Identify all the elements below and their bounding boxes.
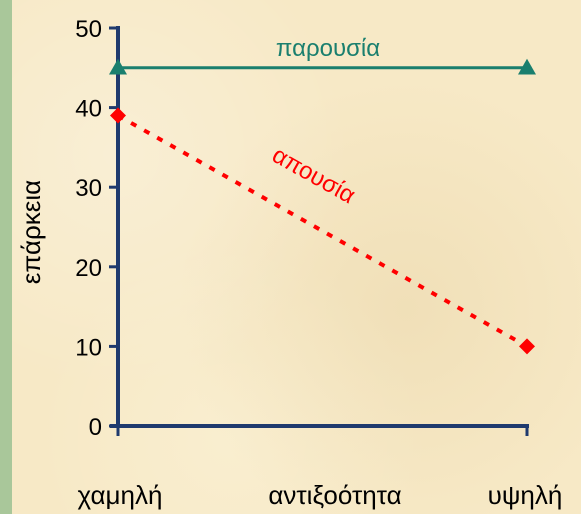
data-point-presence [518, 58, 536, 75]
data-point-absence [110, 107, 126, 124]
series-line-absence [117, 113, 528, 349]
left-accent-strip [0, 0, 12, 514]
y-tick-label: 50 [75, 16, 102, 43]
x-tick-label: χαμηλή [78, 480, 163, 510]
y-axis-title: επάρκεια [16, 180, 46, 284]
series-label-presence: παρουσία [276, 35, 380, 62]
x-axis-title: αντιξοότητα [268, 480, 401, 510]
chart-series: παρουσία απουσία [109, 35, 536, 355]
y-tick-label: 0 [89, 414, 102, 441]
data-point-absence [519, 338, 535, 355]
x-tick-label: υψηλή [488, 480, 563, 510]
series-label-absence: απουσία [268, 141, 360, 209]
y-tick-label: 40 [75, 96, 102, 123]
y-tick-label: 20 [75, 255, 102, 282]
chart-axes: 0 10 20 30 40 50 χαμηλή υψηλή [75, 16, 562, 510]
y-tick-label: 30 [75, 175, 102, 202]
data-point-presence [109, 58, 127, 75]
y-tick-label: 10 [75, 334, 102, 361]
